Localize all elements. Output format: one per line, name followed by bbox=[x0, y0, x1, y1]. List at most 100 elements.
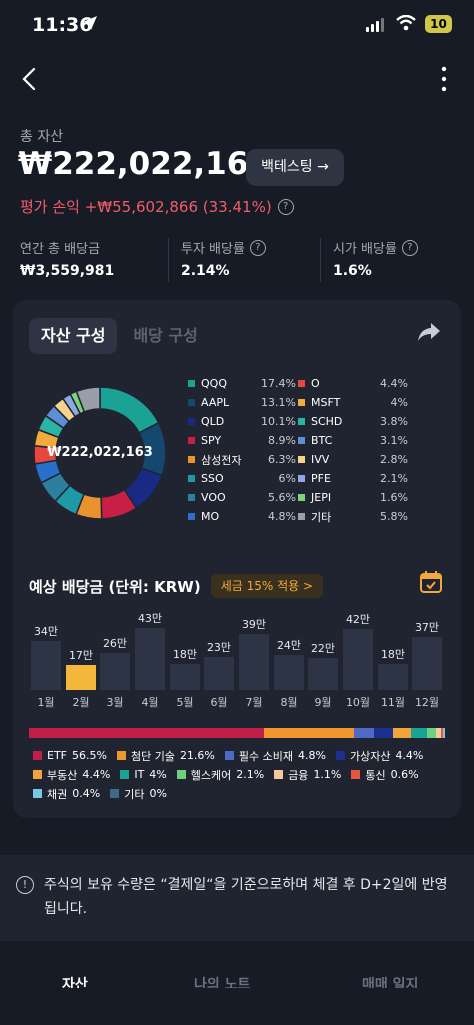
month-bar-column[interactable]: 26만 bbox=[100, 600, 130, 690]
sector-name: 금융 bbox=[288, 768, 309, 782]
month-bar-column[interactable]: 23만 bbox=[204, 600, 234, 690]
sector-segment bbox=[410, 728, 428, 738]
month-bar[interactable] bbox=[412, 637, 442, 690]
month-bar[interactable] bbox=[308, 658, 338, 690]
bottom-tab-bar: 자산 나의 노트 매매 일지 bbox=[0, 960, 474, 1025]
month-label: 6월 bbox=[210, 696, 228, 709]
legend-name: IVV bbox=[311, 453, 330, 466]
tax-applied-pill[interactable]: 세금 15% 적용 > bbox=[210, 574, 324, 598]
month-bar[interactable] bbox=[66, 665, 96, 690]
month-bar-column[interactable]: 43만 bbox=[135, 600, 165, 690]
status-time: 11:36 bbox=[32, 14, 93, 36]
legend-name: MO bbox=[201, 510, 220, 523]
legend-swatch bbox=[298, 399, 305, 406]
tab-trade-journal[interactable]: 매매 일지 bbox=[362, 977, 419, 988]
sector-legend-item: 필수 소비재 4.8% bbox=[224, 748, 326, 764]
legend-row: MO 4.8% 기타 5.8% bbox=[188, 507, 448, 526]
tab-asset-composition[interactable]: 자산 구성 bbox=[29, 318, 118, 354]
legend-pct: 6.3% bbox=[268, 453, 296, 466]
month-bar[interactable] bbox=[135, 628, 165, 690]
legend-name: SSO bbox=[201, 472, 224, 485]
month-bar[interactable] bbox=[274, 655, 304, 690]
month-bar-column[interactable]: 24만 bbox=[274, 600, 304, 690]
month-bar[interactable] bbox=[378, 664, 408, 690]
legend-pct: 5.6% bbox=[268, 491, 296, 504]
sector-pct: 56.5% bbox=[72, 749, 107, 762]
legend-pct: 4.8% bbox=[268, 510, 296, 523]
month-bar-value: 39만 bbox=[241, 618, 267, 631]
legend-swatch bbox=[188, 380, 195, 387]
month-bar-value: 23만 bbox=[206, 641, 232, 654]
sector-swatch bbox=[120, 770, 130, 779]
sector-legend-item: 헬스케어 2.1% bbox=[176, 767, 265, 783]
month-bar-column[interactable]: 34만 bbox=[31, 600, 61, 690]
legend-item-pfe: PFE 2.1% bbox=[298, 472, 408, 485]
back-arrow-icon[interactable] bbox=[18, 64, 42, 94]
legend-pct: 1.6% bbox=[380, 491, 408, 504]
kpi-value: ₩3,559,981 bbox=[20, 263, 115, 279]
legend-swatch bbox=[188, 456, 195, 463]
month-label: 4월 bbox=[141, 696, 159, 709]
legend-name: VOO bbox=[201, 491, 226, 504]
sector-legend-item: 통신 0.6% bbox=[351, 767, 419, 783]
calendar-icon[interactable] bbox=[419, 570, 443, 594]
legend-item-schd: SCHD 3.8% bbox=[298, 415, 408, 428]
sector-legend-item: 금융 1.1% bbox=[274, 767, 341, 783]
legend-pct: 10.1% bbox=[261, 415, 296, 428]
sector-name: 헬스케어 bbox=[190, 768, 232, 782]
legend-swatch bbox=[188, 513, 195, 520]
month-bar-column[interactable]: 18만 bbox=[378, 600, 408, 690]
sector-pct: 2.1% bbox=[236, 768, 265, 781]
month-bar-value: 42만 bbox=[345, 613, 371, 626]
month-bar-column[interactable]: 39만 bbox=[239, 600, 269, 690]
month-bar[interactable] bbox=[343, 629, 373, 690]
legend-name: AAPL bbox=[201, 396, 230, 409]
pnl-text: 평가 손익 +₩55,602,866 (33.41%) bbox=[20, 198, 272, 216]
tab-my-notes[interactable]: 나의 노트 bbox=[194, 977, 251, 988]
legend-name: 삼성전자 bbox=[201, 453, 242, 467]
top-nav bbox=[0, 64, 474, 94]
legend-swatch bbox=[188, 399, 195, 406]
month-bar[interactable] bbox=[31, 641, 61, 690]
info-icon: ! bbox=[16, 876, 34, 894]
legend-swatch bbox=[188, 418, 195, 425]
legend-row: SPY 8.9% BTC 3.1% bbox=[188, 431, 448, 450]
month-bar[interactable] bbox=[204, 657, 234, 690]
legend-row: AAPL 13.1% MSFT 4% bbox=[188, 393, 448, 412]
legend-row: 삼성전자 6.3% IVV 2.8% bbox=[188, 450, 448, 469]
kpi-label: 연간 총 배당금 bbox=[20, 242, 101, 257]
sector-swatch bbox=[33, 770, 42, 779]
more-options-icon[interactable] bbox=[438, 64, 450, 94]
share-icon[interactable] bbox=[417, 322, 441, 342]
help-icon[interactable]: ? bbox=[401, 239, 418, 256]
legend-swatch bbox=[298, 418, 305, 425]
month-bar[interactable] bbox=[100, 653, 130, 690]
help-icon[interactable]: ? bbox=[277, 198, 294, 215]
backtest-button[interactable]: 백테스팅 → bbox=[246, 149, 344, 186]
legend-item-jepi: JEPI 1.6% bbox=[298, 491, 408, 504]
legend-pct: 3.8% bbox=[380, 415, 408, 428]
month-bar-column[interactable]: 17만 bbox=[66, 600, 96, 690]
legend-swatch bbox=[298, 513, 305, 520]
sector-segment bbox=[440, 728, 444, 738]
tab-assets[interactable]: 자산 bbox=[62, 977, 88, 988]
month-bar[interactable] bbox=[239, 634, 269, 690]
month-label: 11월 bbox=[380, 696, 406, 709]
month-label: 3월 bbox=[106, 696, 124, 709]
legend-item-msft: MSFT 4% bbox=[298, 396, 408, 409]
legend-name: O bbox=[311, 377, 320, 390]
month-bar-value: 18만 bbox=[172, 648, 198, 661]
month-bar[interactable] bbox=[170, 664, 200, 690]
sector-legend-item: IT 4% bbox=[120, 768, 167, 781]
portfolio-card: 자산 구성 배당 구성 ₩222,022,163 QQQ 17.4% O 4.4% AA… bbox=[13, 300, 461, 818]
month-bar-column[interactable]: 22만 bbox=[308, 600, 338, 690]
month-bar-column[interactable]: 42만 bbox=[343, 600, 373, 690]
month-bar-column[interactable]: 18만 bbox=[170, 600, 200, 690]
total-assets-amount: ₩222,022,163 bbox=[18, 146, 270, 182]
month-bar-column[interactable]: 37만 bbox=[412, 600, 442, 690]
legend-pct: 13.1% bbox=[261, 396, 296, 409]
month-label: 2월 bbox=[72, 696, 90, 709]
tab-dividend-composition[interactable]: 배당 구성 bbox=[133, 326, 198, 345]
help-icon[interactable]: ? bbox=[249, 239, 266, 256]
legend-item-qld: QLD 10.1% bbox=[188, 415, 296, 428]
